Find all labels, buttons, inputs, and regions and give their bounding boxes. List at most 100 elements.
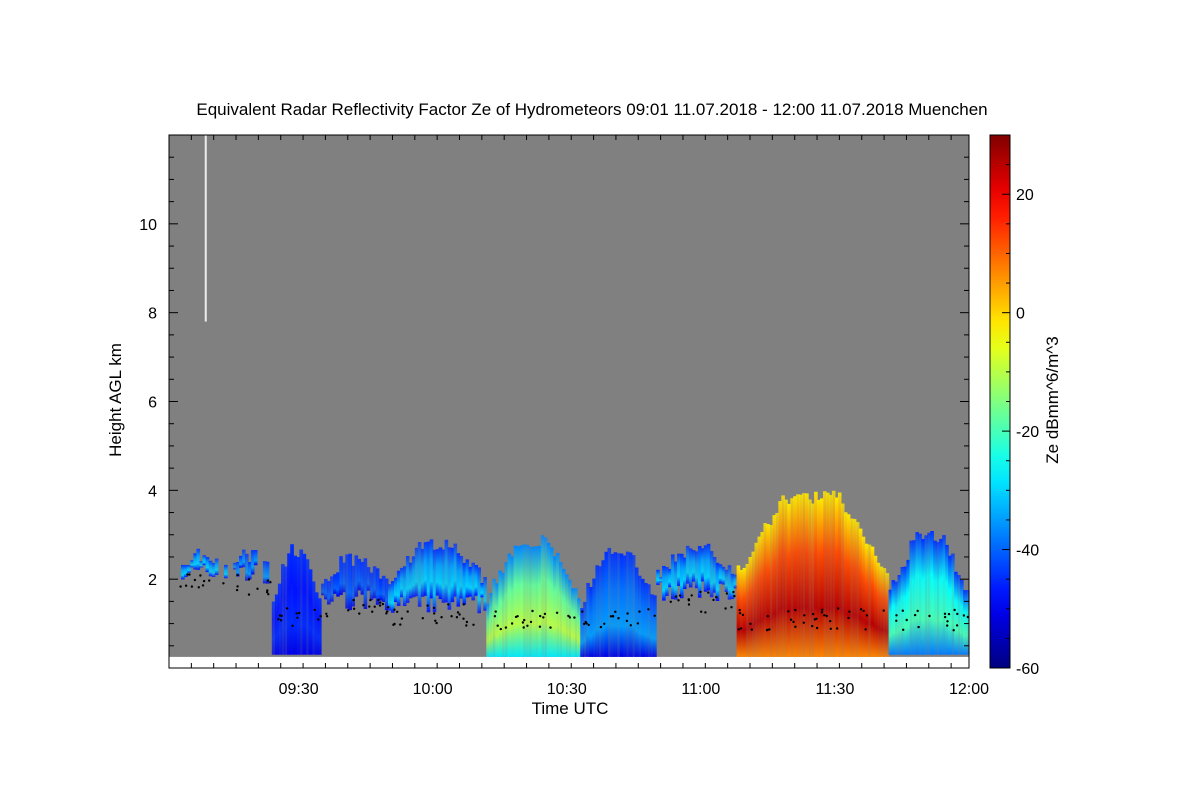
cloud-base-point [738,611,742,615]
cloud-base-point [291,624,294,627]
echo-column [683,557,687,589]
cloud-base-point [279,619,283,622]
echo-column [498,570,502,657]
echo-column [659,577,663,583]
cloud-base-point [465,624,468,627]
echo-column [351,565,355,607]
cloud-base-point [707,591,710,594]
cloud-base-point [895,619,898,622]
colorbar-label: Ze dBmm^6/m^3 [1043,336,1062,463]
echo-column [187,565,191,573]
echo-column [345,554,349,609]
cloud-base-point [393,622,396,626]
echo-column [665,567,669,596]
cloud-base-point [396,610,399,613]
cloud-base-point [523,618,526,622]
echo-column [423,542,428,596]
echo-column [513,545,518,657]
cloud-base-point [653,614,656,617]
cloud-base-point [538,625,542,628]
plot-area [168,134,970,669]
echo-column [858,528,863,657]
cloud-base-point [197,586,200,589]
echo-column [733,574,738,589]
echo-column [882,568,887,657]
x-axis-label: Time UTC [532,699,609,718]
cloud-base-point [371,610,374,613]
cloud-base-point [725,592,729,595]
echo-column [571,588,575,657]
echo-column [214,558,219,575]
cloud-base-point [741,613,745,617]
echo-column [296,557,301,655]
echo-column [739,569,744,657]
echo-column [339,556,343,595]
echo-column [245,553,249,581]
echo-column [604,551,609,657]
cloud-base-point [543,612,547,616]
echo-column [363,558,368,609]
echo-column [565,574,569,657]
echo-segment [233,549,272,596]
echo-column [577,598,581,657]
cloud-base-point [186,573,189,576]
echo-column [190,560,194,568]
echo-column [607,547,612,657]
y-tick-label: 4 [148,483,157,500]
cloud-base-point [611,615,615,618]
cloud-base-point [825,614,828,618]
echo-column [727,565,732,600]
echo-column [284,566,288,655]
echo-column [625,551,630,657]
cloud-base-point [319,615,322,618]
colorbar-tick-label: 0 [1016,306,1025,323]
x-tick-label: 10:30 [547,681,587,698]
echo-column [724,569,729,592]
cloud-base-point [247,593,251,596]
cloud-base-point [190,585,194,588]
echo-column [402,566,407,606]
echo-column [305,559,310,655]
cloud-base-point [236,573,239,577]
echo-column [954,571,958,655]
cloud-base-point [733,594,736,598]
cloud-base-point [432,606,436,610]
echo-column [546,542,551,657]
echo-segment [656,543,738,614]
echo-column [957,575,961,655]
echo-column [262,561,267,584]
echo-column [453,543,458,597]
cloud-base-point [434,619,437,622]
cloud-base-point [433,612,436,615]
echo-column [549,547,554,657]
echo-segment [179,548,228,589]
cloud-base-point [916,609,919,613]
echo-column [528,546,533,657]
echo-column [826,492,830,657]
echo-column [429,539,434,599]
colorbar-tick-label: 20 [1016,187,1034,204]
cloud-base-point [358,612,361,615]
cloud-base-point [193,578,197,582]
echo-column [790,498,794,657]
cloud-base-point [494,610,497,613]
cloud-base-point [266,589,269,592]
echo-column [495,583,499,657]
echo-column [700,548,705,582]
echo-column [637,575,642,657]
echo-column [757,536,762,657]
echo-column [378,578,383,601]
echo-column [915,532,919,655]
echo-column [525,544,530,657]
echo-column [688,548,693,588]
cloud-base-point [928,614,931,618]
cloud-base-point [789,618,793,621]
cloud-base-point [313,608,316,612]
colorbar-tick-label: -20 [1016,424,1039,441]
cloud-base-point [277,618,280,621]
echo-column [348,553,352,611]
cloud-base-point [179,585,182,588]
echo-column [814,491,818,657]
cloud-base-point [864,628,867,631]
